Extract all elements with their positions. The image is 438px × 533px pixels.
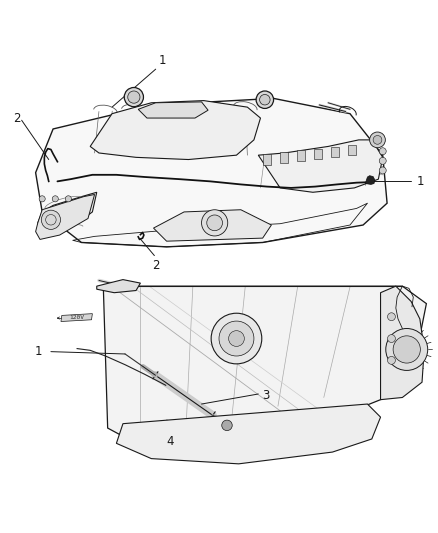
FancyBboxPatch shape: [297, 150, 304, 161]
Polygon shape: [153, 210, 272, 241]
Circle shape: [379, 167, 386, 174]
Polygon shape: [103, 286, 426, 448]
Polygon shape: [35, 99, 387, 247]
FancyBboxPatch shape: [263, 154, 271, 165]
Circle shape: [128, 91, 140, 103]
Circle shape: [379, 148, 386, 155]
Polygon shape: [365, 176, 375, 184]
Circle shape: [260, 94, 270, 105]
Polygon shape: [35, 195, 95, 239]
Circle shape: [65, 196, 71, 202]
Circle shape: [393, 336, 420, 363]
Text: 120V: 120V: [69, 315, 84, 320]
Circle shape: [207, 215, 223, 231]
Polygon shape: [38, 192, 97, 234]
Circle shape: [379, 157, 386, 164]
Text: 2: 2: [152, 259, 160, 272]
Circle shape: [386, 328, 427, 370]
Text: 3: 3: [263, 389, 270, 402]
Circle shape: [219, 321, 254, 356]
Circle shape: [222, 420, 232, 431]
FancyBboxPatch shape: [348, 144, 356, 155]
Polygon shape: [97, 280, 141, 293]
Circle shape: [388, 313, 396, 321]
Circle shape: [52, 196, 58, 202]
Circle shape: [201, 210, 228, 236]
Polygon shape: [90, 101, 261, 159]
Circle shape: [41, 210, 60, 229]
Polygon shape: [117, 404, 381, 464]
Circle shape: [370, 132, 385, 148]
Circle shape: [256, 91, 274, 108]
Circle shape: [388, 357, 396, 364]
Circle shape: [373, 135, 382, 144]
Polygon shape: [138, 102, 208, 118]
Text: 2: 2: [14, 112, 21, 125]
Text: 1: 1: [35, 345, 42, 358]
Text: 1: 1: [159, 54, 166, 67]
Circle shape: [211, 313, 262, 364]
Polygon shape: [381, 286, 424, 400]
Polygon shape: [61, 313, 92, 321]
FancyBboxPatch shape: [314, 149, 321, 159]
FancyBboxPatch shape: [280, 152, 288, 163]
Circle shape: [388, 335, 396, 343]
Circle shape: [229, 330, 244, 346]
Text: 4: 4: [166, 434, 174, 448]
Circle shape: [124, 87, 144, 107]
Circle shape: [39, 196, 45, 202]
Polygon shape: [258, 140, 383, 192]
FancyBboxPatch shape: [331, 147, 339, 157]
Text: 1: 1: [417, 175, 424, 188]
